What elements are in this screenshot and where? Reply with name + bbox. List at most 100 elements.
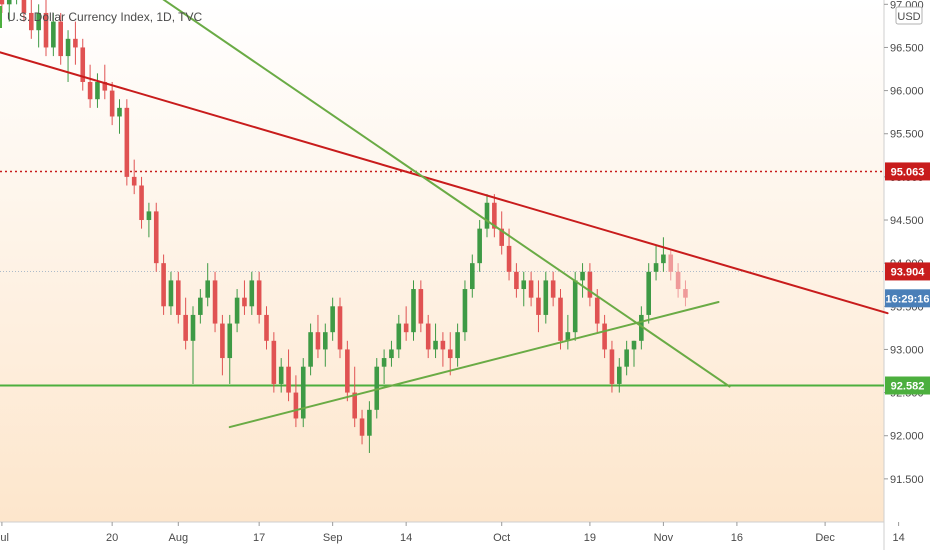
x-tick-label-11: 14: [892, 532, 904, 544]
currency-label: USD: [897, 11, 920, 23]
candle-body-19: [139, 185, 144, 221]
currency-badge[interactable]: [895, 6, 923, 25]
candle-body-53: [389, 349, 394, 359]
candle-body-34: [249, 280, 255, 307]
candle-body-57: [418, 289, 424, 324]
trendline-0[interactable]: [0, 51, 889, 315]
y-tick-label-8: 95.500: [890, 129, 924, 141]
candle-body-56: [411, 289, 416, 333]
candle-body-31: [227, 323, 233, 359]
candle-body-82: [602, 323, 607, 350]
x-tick-label-6: Oct: [493, 532, 510, 544]
x-tick-label-1: 20: [106, 532, 118, 544]
candle-body-80: [587, 271, 593, 298]
candle-body-67: [492, 202, 497, 229]
candle-body-43: [315, 332, 321, 350]
candle-body-49: [359, 418, 365, 436]
candle-body-4: [29, 12, 34, 31]
price-levels: [0, 170, 884, 387]
price-badge-label-2: 92.582: [891, 381, 925, 393]
candle-body-40: [293, 392, 299, 419]
candle-body-90: [661, 254, 666, 264]
candle-body-13: [95, 81, 100, 100]
candle-body-64: [470, 263, 475, 290]
candle-body-89: [653, 263, 659, 272]
x-tick-label-10: Dec: [815, 532, 835, 544]
candle-body-93: [683, 289, 688, 298]
candle-body-37: [271, 340, 277, 384]
x-tick-label-2: Aug: [169, 532, 189, 544]
candle-body-74: [543, 280, 549, 315]
plot-background: [0, 0, 884, 522]
y-tick-label-6: 94.500: [890, 215, 924, 227]
candle-body-1: [6, 0, 12, 5]
candle-body-26: [190, 314, 196, 341]
candle-body-52: [381, 358, 387, 367]
candle-body-12: [87, 81, 93, 100]
candle-body-36: [264, 314, 269, 341]
symbol-accent-bar: [0, 6, 2, 28]
candle-body-18: [131, 176, 137, 186]
candle-body-50: [367, 409, 372, 436]
candle-body-7: [51, 21, 56, 48]
candles: [0, 0, 688, 453]
y-tick-label-10: 96.500: [890, 42, 924, 54]
candle-body-85: [624, 349, 629, 367]
candle-body-16: [117, 107, 122, 117]
candle-body-45: [330, 306, 335, 333]
candle-body-76: [558, 297, 563, 341]
candle-body-78: [572, 280, 578, 333]
candle-body-75: [550, 280, 556, 298]
candle-body-48: [352, 392, 357, 419]
trendline-2[interactable]: [228, 300, 720, 429]
x-tick-label-9: 16: [731, 532, 743, 544]
candle-body-51: [374, 366, 380, 410]
candle-body-65: [477, 228, 482, 264]
chart-title: U.S. Dollar Currency Index, 1D, TVC: [7, 10, 203, 24]
y-tick-label-1: 92.000: [890, 431, 924, 443]
candle-body-20: [146, 211, 152, 221]
price-badges: 95.063 93.904 92.582 16:29:16: [885, 162, 930, 395]
price-badge-0: [885, 162, 930, 181]
candle-body-44: [323, 332, 328, 350]
candle-body-46: [337, 306, 343, 350]
candle-body-77: [565, 332, 571, 341]
trendlines: [0, 0, 889, 429]
candle-body-91: [668, 254, 674, 272]
candle-body-0: [0, 0, 5, 5]
price-badge-1: [885, 262, 930, 281]
y-tick-label-11: 97.000: [890, 0, 924, 11]
candle-body-63: [462, 289, 468, 333]
candle-body-66: [484, 202, 490, 229]
candle-body-24: [176, 280, 181, 315]
price-badge-label-1: 93.904: [891, 266, 926, 278]
candle-body-23: [168, 280, 174, 307]
trendline-1[interactable]: [145, 0, 731, 388]
candle-body-30: [220, 323, 225, 359]
candle-body-6: [43, 12, 49, 48]
candle-body-38: [278, 366, 284, 384]
candle-body-8: [58, 21, 63, 57]
x-tick-label-3: 17: [253, 532, 265, 544]
candle-body-42: [308, 332, 313, 367]
price-badge-2: [885, 376, 930, 395]
candle-body-47: [345, 349, 350, 393]
candle-body-84: [617, 366, 622, 384]
candle-body-27: [198, 297, 203, 315]
candle-body-58: [425, 323, 431, 350]
x-tick-label-7: 19: [584, 532, 596, 544]
candle-body-33: [242, 297, 247, 307]
candle-body-88: [646, 271, 651, 315]
candle-body-72: [528, 280, 534, 298]
y-tick-label-9: 96.000: [890, 86, 924, 98]
candle-body-39: [286, 366, 291, 393]
candle-body-87: [639, 314, 644, 341]
candle-body-25: [183, 314, 188, 341]
candle-body-62: [455, 332, 460, 359]
candle-body-21: [153, 211, 159, 264]
time-axis-panel: [0, 522, 884, 550]
y-tick-label-0: 91.500: [890, 474, 924, 486]
candle-body-3: [21, 0, 27, 13]
candle-body-22: [161, 263, 166, 307]
